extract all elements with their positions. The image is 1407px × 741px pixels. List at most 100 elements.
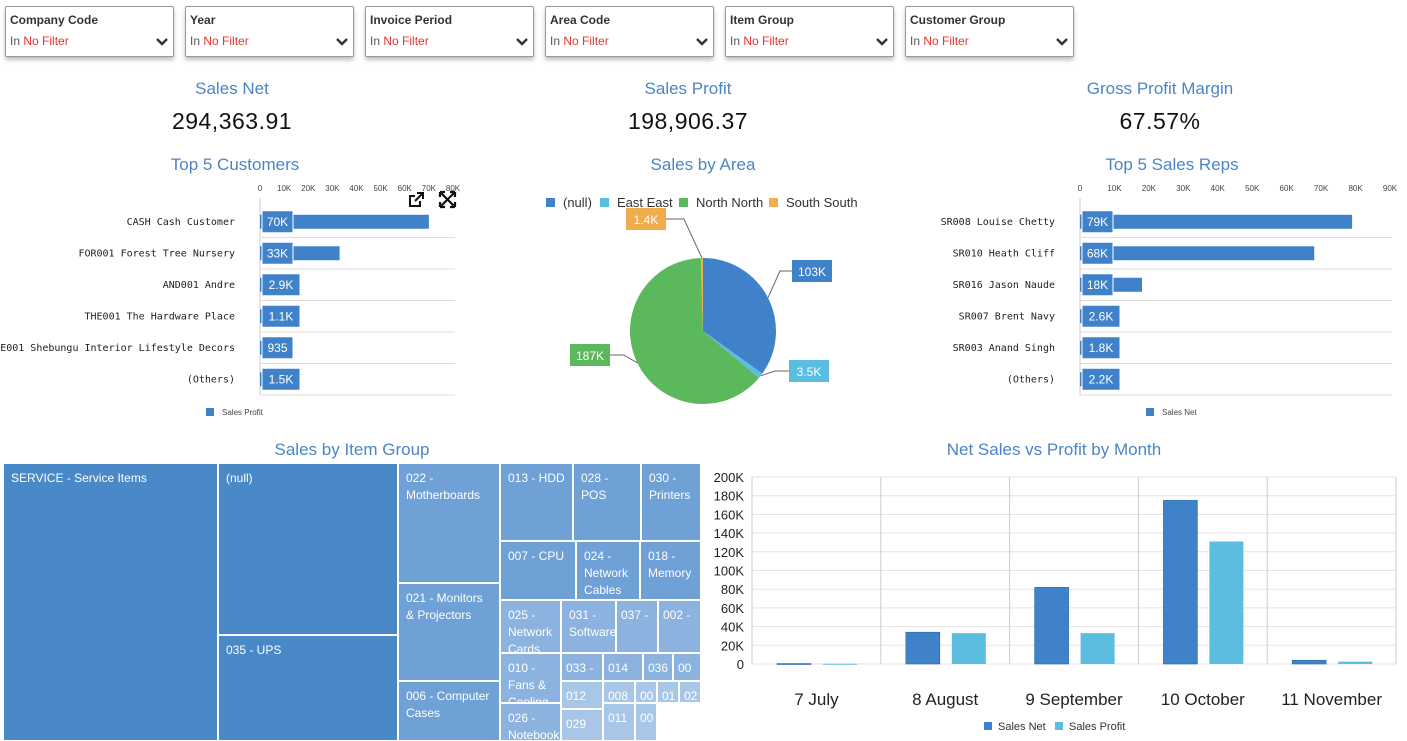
- treemap-tile[interactable]: 00: [673, 653, 701, 681]
- chevron-down-icon[interactable]: [515, 37, 529, 47]
- top-reps-title: Top 5 Sales Reps: [1105, 155, 1239, 174]
- data-label: 33K: [267, 246, 288, 260]
- filter-customer-group[interactable]: Customer Group In No Filter: [905, 6, 1074, 57]
- treemap-tile[interactable]: 031 - Software: [561, 600, 616, 653]
- chevron-down-icon[interactable]: [695, 37, 709, 47]
- filter-company-code[interactable]: Company Code In No Filter: [5, 6, 174, 57]
- kpi-sales-profit-value: 198,906.37: [627, 108, 749, 134]
- y-tick-label: 120K: [714, 545, 745, 560]
- data-label-box: [261, 336, 294, 360]
- treemap-tile[interactable]: 010 - Fans & Cooling: [500, 653, 561, 703]
- treemap-tile[interactable]: SERVICE - Service Items: [3, 463, 218, 741]
- treemap-tile[interactable]: 006 - Computer Cases: [398, 681, 500, 741]
- treemap-tile[interactable]: 011: [603, 703, 635, 741]
- category-label: CASH Cash Customer: [127, 217, 235, 228]
- chevron-down-icon[interactable]: [155, 37, 169, 47]
- treemap-tile[interactable]: 036: [643, 653, 673, 681]
- y-tick-label: 200K: [714, 470, 745, 485]
- leader-line: [610, 354, 638, 364]
- kpi-gross-margin-title: Gross Profit Margin: [1086, 79, 1234, 98]
- x-tick-label: 9 September: [1025, 690, 1123, 709]
- x-tick-label: 50K: [374, 184, 389, 193]
- treemap-tile[interactable]: 01: [657, 681, 679, 703]
- kpi-sales-net-value: 294,363.91: [171, 108, 293, 134]
- x-tick-label: 0: [1078, 184, 1083, 193]
- treemap-tile[interactable]: 033 -: [561, 653, 603, 681]
- treemap-tile[interactable]: 035 - UPS: [218, 635, 398, 741]
- category-label: SHE001 Shebungu Interior Lifestyle Decor…: [0, 343, 235, 354]
- legend-swatch: [1055, 722, 1063, 730]
- kpi-sales-profit-title: Sales Profit: [644, 79, 732, 98]
- treemap-tile[interactable]: 028 - POS: [573, 463, 641, 541]
- treemap-tile[interactable]: 024 - Network Cables: [576, 541, 640, 600]
- data-label: 935: [267, 341, 287, 355]
- bar: [823, 663, 857, 665]
- treemap-tile[interactable]: 012: [561, 681, 603, 709]
- data-label-box: [1081, 367, 1121, 391]
- chevron-down-icon[interactable]: [875, 37, 889, 47]
- data-label-box: [1081, 273, 1114, 297]
- data-label-box: [792, 260, 832, 282]
- x-tick-label: 70K: [1314, 184, 1329, 193]
- monthly-chart: 0 20K 40K 60K 80K 100K 120K 140K 160K 180K 200K 7 J…: [714, 470, 1397, 733]
- x-tick-label: 10K: [1107, 184, 1122, 193]
- bar: [905, 631, 941, 665]
- category-label: (Others): [187, 374, 235, 385]
- x-tick-label: 40K: [349, 184, 364, 193]
- treemap-tile[interactable]: 029: [561, 709, 603, 741]
- top-reps-chart: 0 10K 20K 30K 40K 50K 60K 70K 80K 90K SR008 Louise…: [941, 184, 1398, 417]
- treemap-tile[interactable]: 030 - Printers: [641, 463, 701, 541]
- category-label: SR016 Jason Naude: [953, 280, 1055, 291]
- filter-prefix: In: [730, 34, 741, 48]
- treemap-tile[interactable]: 00: [635, 681, 657, 703]
- treemap-tile[interactable]: 008: [603, 681, 635, 703]
- expand-icon[interactable]: [438, 190, 457, 209]
- bar: [1080, 633, 1115, 664]
- category-label: THE001 The Hardware Place: [84, 311, 235, 322]
- treemap-tile[interactable]: 002 -: [658, 600, 701, 653]
- treemap-tile[interactable]: 037 -: [616, 600, 658, 653]
- filter-prefix: In: [550, 34, 561, 48]
- filter-prefix: In: [370, 34, 381, 48]
- external-link-icon[interactable]: [408, 191, 425, 208]
- data-label: 68K: [1087, 246, 1108, 260]
- x-tick-label: 7 July: [794, 690, 839, 709]
- y-tick-label: 80K: [721, 582, 744, 597]
- filter-current-value: No Filter: [23, 34, 69, 48]
- chevron-down-icon[interactable]: [335, 37, 349, 47]
- treemap-tile[interactable]: 013 - HDD: [500, 463, 573, 541]
- legend-swatch: [600, 198, 609, 207]
- monthly-title: Net Sales vs Profit by Month: [946, 440, 1162, 459]
- filter-invoice-period[interactable]: Invoice Period In No Filter: [365, 6, 534, 57]
- filter-year[interactable]: Year In No Filter: [185, 6, 354, 57]
- filter-label: Area Code: [550, 13, 611, 27]
- legend-swatch: [769, 198, 778, 207]
- y-tick-label: 140K: [714, 526, 745, 541]
- filter-item-group[interactable]: Item Group In No Filter: [725, 6, 894, 57]
- data-label: 1.8K: [1089, 341, 1114, 355]
- treemap-tile[interactable]: 022 - Motherboards: [398, 463, 500, 583]
- treemap-tile[interactable]: 025 - Network Cards: [500, 600, 561, 653]
- treemap-tile[interactable]: 026 - Notebook: [500, 703, 561, 741]
- treemap-tile[interactable]: 00: [635, 703, 657, 741]
- treemap-tile[interactable]: 018 - Memory: [640, 541, 701, 600]
- bar: [1080, 214, 1353, 229]
- treemap-tile[interactable]: 014: [603, 653, 643, 681]
- x-tick-label: 30K: [1176, 184, 1191, 193]
- bar: [1291, 659, 1327, 665]
- treemap-tile[interactable]: (null): [218, 463, 398, 635]
- treemap-tile[interactable]: 021 - Monitors & Projectors: [398, 583, 500, 681]
- chevron-down-icon[interactable]: [1055, 37, 1069, 47]
- data-label: 1.1K: [269, 309, 294, 323]
- filter-area-code[interactable]: Area Code In No Filter: [545, 6, 714, 57]
- filter-value: In No Filter: [910, 34, 969, 48]
- category-label: SR003 Anand Singh: [953, 343, 1055, 354]
- filter-current-value: No Filter: [383, 34, 429, 48]
- bar: [951, 633, 986, 664]
- data-label: 3.5K: [797, 365, 822, 379]
- y-tick-label: 40K: [721, 620, 744, 635]
- x-tick-label: 70K: [422, 184, 437, 193]
- treemap-tile[interactable]: 007 - CPU: [500, 541, 576, 600]
- bar: [1080, 246, 1315, 261]
- treemap-tile[interactable]: 02: [679, 681, 701, 703]
